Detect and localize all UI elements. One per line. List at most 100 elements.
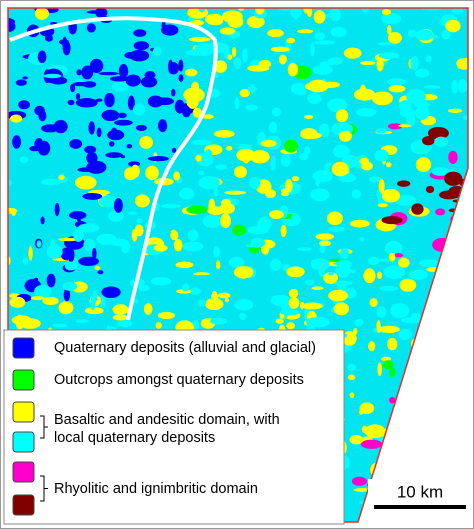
terrain-patch [46, 244, 63, 259]
terrain-patch [19, 318, 41, 329]
terrain-patch [112, 304, 129, 315]
terrain-patch [174, 99, 185, 114]
terrain-patch [318, 123, 330, 138]
terrain-patch [117, 320, 133, 327]
terrain-patch [213, 245, 221, 258]
terrain-patch [178, 74, 184, 82]
terrain-patch [384, 240, 403, 256]
terrain-patch [389, 396, 396, 404]
terrain-patch [82, 192, 103, 200]
terrain-patch [63, 287, 71, 302]
terrain-patch [117, 112, 127, 119]
terrain-patch [451, 79, 458, 94]
terrain-patch [217, 292, 231, 299]
terrain-patch [136, 218, 143, 224]
terrain-patch [328, 289, 348, 302]
terrain-patch [86, 10, 108, 14]
terrain-patch [134, 194, 150, 208]
terrain-patch [184, 68, 198, 77]
terrain-patch [336, 259, 353, 269]
terrain-patch [67, 247, 75, 263]
legend-swatch [12, 401, 35, 423]
legend-label: Basaltic and andesitic domain, with [54, 412, 280, 428]
terrain-patch [242, 48, 248, 63]
terrain-patch [183, 87, 205, 103]
terrain-patch [378, 178, 385, 194]
terrain-patch [331, 161, 349, 177]
terrain-patch [83, 238, 96, 252]
terrain-patch [421, 34, 439, 39]
terrain-patch [127, 95, 135, 111]
terrain-patch [280, 224, 287, 238]
terrain-patch [307, 92, 322, 104]
terrain-patch [225, 145, 233, 151]
terrain-patch [319, 243, 326, 254]
terrain-patch [180, 187, 193, 197]
terrain-patch [105, 152, 123, 159]
terrain-patch [197, 299, 207, 307]
terrain-patch [304, 146, 311, 155]
terrain-patch [353, 88, 376, 101]
terrain-patch [288, 288, 299, 298]
terrain-patch [410, 313, 422, 321]
terrain-patch [313, 10, 326, 24]
terrain-patch [15, 79, 27, 86]
terrain-patch [58, 174, 65, 180]
terrain-patch [81, 65, 94, 80]
terrain-patch [215, 260, 221, 270]
terrain-patch [280, 192, 290, 197]
terrain-patch [186, 205, 208, 214]
terrain-patch [189, 287, 201, 295]
terrain-patch [131, 229, 138, 242]
terrain-patch [111, 81, 129, 92]
terrain-patch [431, 167, 450, 176]
terrain-patch [75, 79, 84, 83]
terrain-patch [415, 105, 430, 120]
terrain-patch [377, 362, 383, 377]
terrain-patch [237, 143, 253, 151]
terrain-patch [304, 279, 315, 286]
terrain-patch [349, 392, 355, 399]
terrain-patch [98, 71, 119, 76]
terrain-patch [77, 167, 95, 173]
terrain-patch [62, 281, 78, 291]
legend-label: Quaternary deposits (alluvial and glacia… [54, 340, 316, 356]
terrain-patch [220, 213, 231, 229]
terrain-patch [28, 246, 33, 261]
terrain-patch [319, 240, 331, 247]
terrain-patch [359, 237, 365, 242]
terrain-patch [307, 79, 329, 93]
scale-box [368, 479, 471, 523]
terrain-patch [446, 191, 456, 195]
terrain-patch [393, 253, 404, 258]
terrain-patch [36, 240, 42, 248]
terrain-patch [360, 61, 376, 66]
terrain-patch [75, 92, 81, 101]
legend-label: Rhyolitic and ignimbritic domain [54, 481, 258, 497]
terrain-patch [369, 298, 378, 308]
terrain-patch [84, 307, 104, 315]
terrain-patch [170, 230, 179, 241]
terrain-patch [239, 89, 251, 98]
terrain-patch [140, 76, 158, 88]
terrain-patch [208, 198, 216, 214]
terrain-patch [239, 312, 247, 321]
terrain-patch [213, 186, 219, 197]
terrain-patch [120, 240, 131, 254]
terrain-patch [347, 363, 356, 372]
terrain-patch [301, 302, 323, 310]
terrain-patch [73, 228, 84, 242]
terrain-patch [101, 286, 121, 299]
terrain-patch [157, 311, 176, 319]
terrain-patch [110, 127, 118, 136]
terrain-patch [333, 144, 350, 158]
terrain-patch [423, 85, 441, 89]
scale-label: 10 km [397, 482, 443, 501]
terrain-patch [425, 185, 435, 194]
terrain-patch [126, 143, 133, 149]
terrain-patch [363, 268, 376, 284]
terrain-patch [354, 318, 364, 327]
terrain-patch [359, 402, 375, 415]
terrain-patch [269, 258, 282, 271]
terrain-patch [309, 188, 330, 202]
